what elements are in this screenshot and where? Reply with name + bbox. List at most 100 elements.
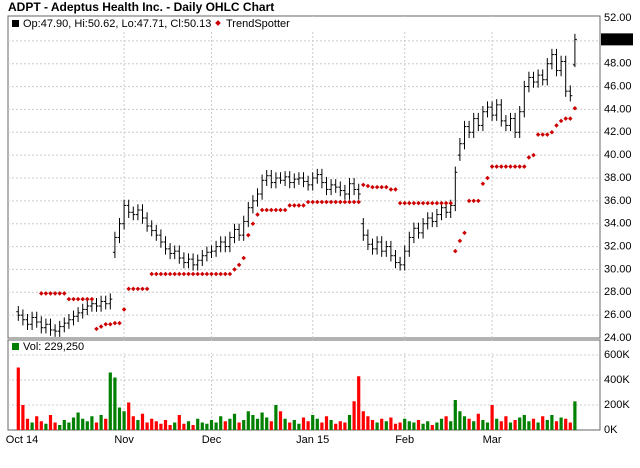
volume-bar (242, 420, 246, 430)
trendspotter-dot (420, 200, 426, 206)
volume-bar (320, 422, 324, 430)
trendspotter-dot (430, 200, 435, 206)
y-tick-label: 24.00 (604, 332, 632, 344)
volume-bar (228, 418, 232, 430)
volume-bar (81, 418, 85, 430)
volume-bar (485, 422, 490, 430)
legend-trendspotter: TrendSpotter (226, 18, 290, 30)
trendspotter-dot (108, 322, 113, 327)
volume-bar (343, 422, 347, 430)
y-tick-label: 32.00 (604, 240, 632, 252)
volume-bar (370, 420, 375, 430)
trendspotter-dot (443, 200, 449, 206)
volume-bar (329, 420, 333, 430)
volume-bar (412, 422, 416, 430)
trendspotter-dot (338, 199, 343, 205)
volume-bar (426, 421, 430, 430)
volume-bar (131, 416, 135, 430)
trendspotter-dot (402, 200, 407, 206)
last-price-label: 50.13 (604, 33, 632, 45)
trendspotter-dot (315, 199, 320, 205)
volume-bar (384, 421, 388, 430)
legend-box (9, 17, 599, 30)
volume-bar (334, 423, 338, 430)
x-tick-label: Jan 15 (296, 434, 329, 446)
volume-bar (30, 422, 34, 430)
trendspotter-dot (131, 286, 136, 292)
y-tick-label: 46.00 (604, 80, 632, 92)
y-tick-label: 0K (604, 424, 618, 436)
volume-bar (531, 418, 536, 430)
trendspotter-dot (213, 271, 219, 277)
trendspotter-dot (374, 184, 380, 190)
volume-bar (269, 421, 273, 430)
legend-swatch (215, 20, 221, 26)
trendspotter-dot (269, 207, 274, 213)
volume-bar (136, 420, 140, 430)
trendspotter-dot (232, 267, 237, 272)
y-tick-label: 600K (604, 349, 630, 361)
volume-bar (35, 416, 39, 430)
trendspotter-dot (508, 164, 513, 169)
legend-volume: Vol: 229,250 (23, 341, 84, 353)
y-tick-label: 40.00 (604, 149, 632, 161)
volume-bar (251, 415, 255, 430)
y-tick-label: 52.00 (604, 12, 632, 24)
volume-bar (21, 405, 25, 430)
x-tick-label: Mar (483, 434, 502, 446)
marks: 50.13 (16, 33, 633, 430)
volume-bar (191, 425, 195, 430)
volume-bar (357, 376, 361, 430)
volume-bar (283, 418, 287, 430)
trendspotter-dot (494, 164, 499, 169)
volume-bar (85, 421, 89, 430)
trendspotter-dot (223, 271, 228, 277)
volume-bar (430, 425, 434, 430)
legend-swatch (12, 343, 19, 350)
volume-bar (186, 421, 191, 430)
volume-bar (398, 422, 402, 430)
volume-bar (513, 420, 517, 430)
volume-bar (393, 423, 398, 430)
volume-panel (7, 339, 601, 431)
legend-ohlc: Op:47.90, Hi:50.62, Lo:47.71, Cl:50.13 (23, 18, 211, 30)
volume-bar (508, 422, 513, 430)
volume-bar (527, 421, 531, 430)
trendspotter-dot (397, 200, 403, 206)
x-tick-label: Oct 14 (6, 434, 38, 446)
trendspotter-dot (370, 184, 375, 190)
volume-bar (168, 425, 172, 430)
trendspotter-dot (416, 200, 421, 206)
volume-bar (315, 418, 319, 430)
volume-bar (223, 421, 227, 430)
trendspotter-dot (140, 286, 145, 292)
legend-swatch (12, 20, 19, 27)
trendspotter-dot (489, 164, 495, 169)
volume-bar (219, 416, 223, 430)
volume-bar (71, 417, 76, 430)
volume-bar (490, 405, 494, 430)
trendspotter-dot (453, 248, 458, 254)
trendspotter-dot (499, 164, 504, 169)
y-tick-label: 30.00 (604, 263, 632, 275)
volume-bar (150, 418, 154, 430)
trendspotter-dot (379, 184, 384, 190)
trendspotter-dot (476, 198, 481, 204)
y-tick-label: 38.00 (604, 172, 632, 184)
volume-bar (476, 413, 480, 430)
volume-bar (16, 367, 20, 430)
last-price-box (601, 33, 633, 46)
trendspotter-dot (236, 262, 242, 268)
trendspotter-dot (177, 271, 182, 277)
volume-bar (458, 411, 462, 430)
volume-bar (347, 415, 352, 430)
volume-bar (94, 422, 99, 430)
volume-bar (205, 423, 209, 430)
trendspotter-dot (425, 200, 430, 206)
trendspotter-dot (209, 271, 214, 277)
volume-bar (568, 422, 572, 430)
volume-bar (311, 415, 315, 430)
y-tick-label: 42.00 (604, 126, 632, 138)
trendspotter-dot (361, 182, 366, 188)
trendspotter-dot (384, 184, 389, 190)
